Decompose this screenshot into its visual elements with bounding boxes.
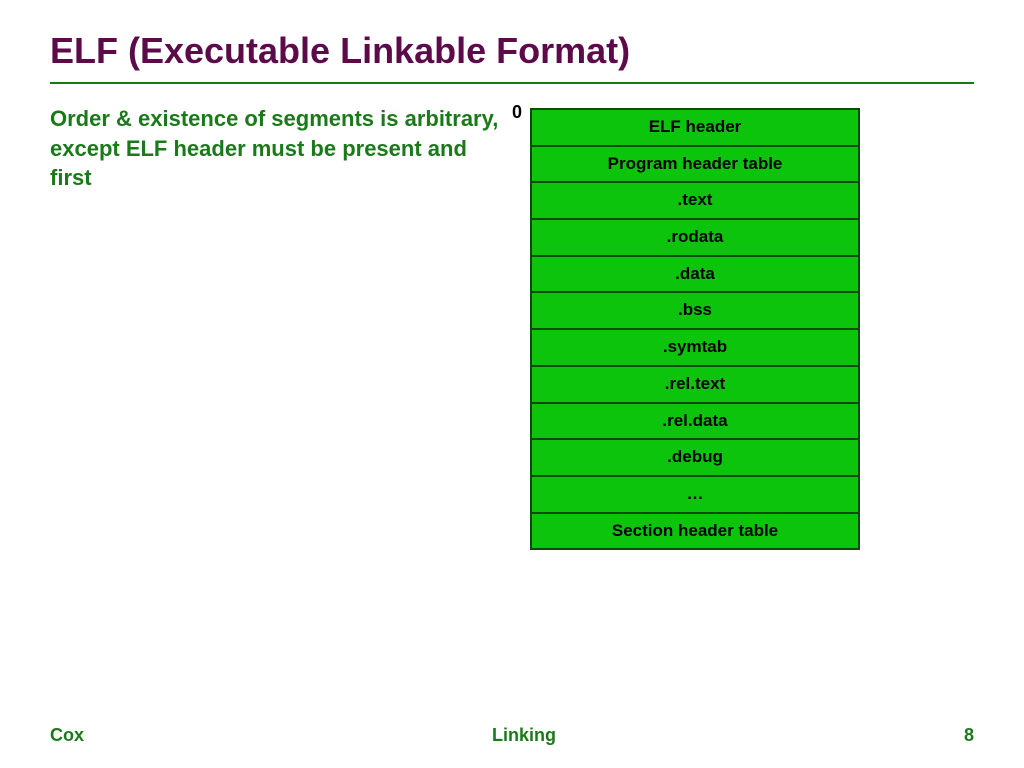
- elf-segment-cell: ELF header: [531, 109, 859, 146]
- footer-author: Cox: [50, 725, 84, 746]
- footer-page: 8: [964, 725, 974, 746]
- slide-footer: Cox Linking 8: [50, 725, 974, 746]
- content-area: Order & existence of segments is arbitra…: [50, 104, 974, 550]
- elf-segment-cell: .rel.data: [531, 403, 859, 440]
- elf-segment-cell: Program header table: [531, 146, 859, 183]
- slide-title: ELF (Executable Linkable Format): [50, 30, 974, 72]
- elf-segment-cell: .rel.text: [531, 366, 859, 403]
- elf-segment-cell: .bss: [531, 292, 859, 329]
- elf-segment-cell: .rodata: [531, 219, 859, 256]
- body-text: Order & existence of segments is arbitra…: [50, 104, 500, 193]
- slide: ELF (Executable Linkable Format) Order &…: [0, 0, 1024, 768]
- elf-segment-cell: .debug: [531, 439, 859, 476]
- title-divider: [50, 82, 974, 84]
- elf-segment-table: ELF headerProgram header table.text.roda…: [530, 108, 860, 550]
- elf-segment-cell: …: [531, 476, 859, 513]
- elf-segment-cell: Section header table: [531, 513, 859, 550]
- elf-segment-cell: .symtab: [531, 329, 859, 366]
- elf-diagram: 0 ELF headerProgram header table.text.ro…: [530, 104, 860, 550]
- elf-segment-cell: .text: [531, 182, 859, 219]
- zero-offset-label: 0: [512, 102, 522, 123]
- elf-segment-cell: .data: [531, 256, 859, 293]
- footer-topic: Linking: [492, 725, 556, 746]
